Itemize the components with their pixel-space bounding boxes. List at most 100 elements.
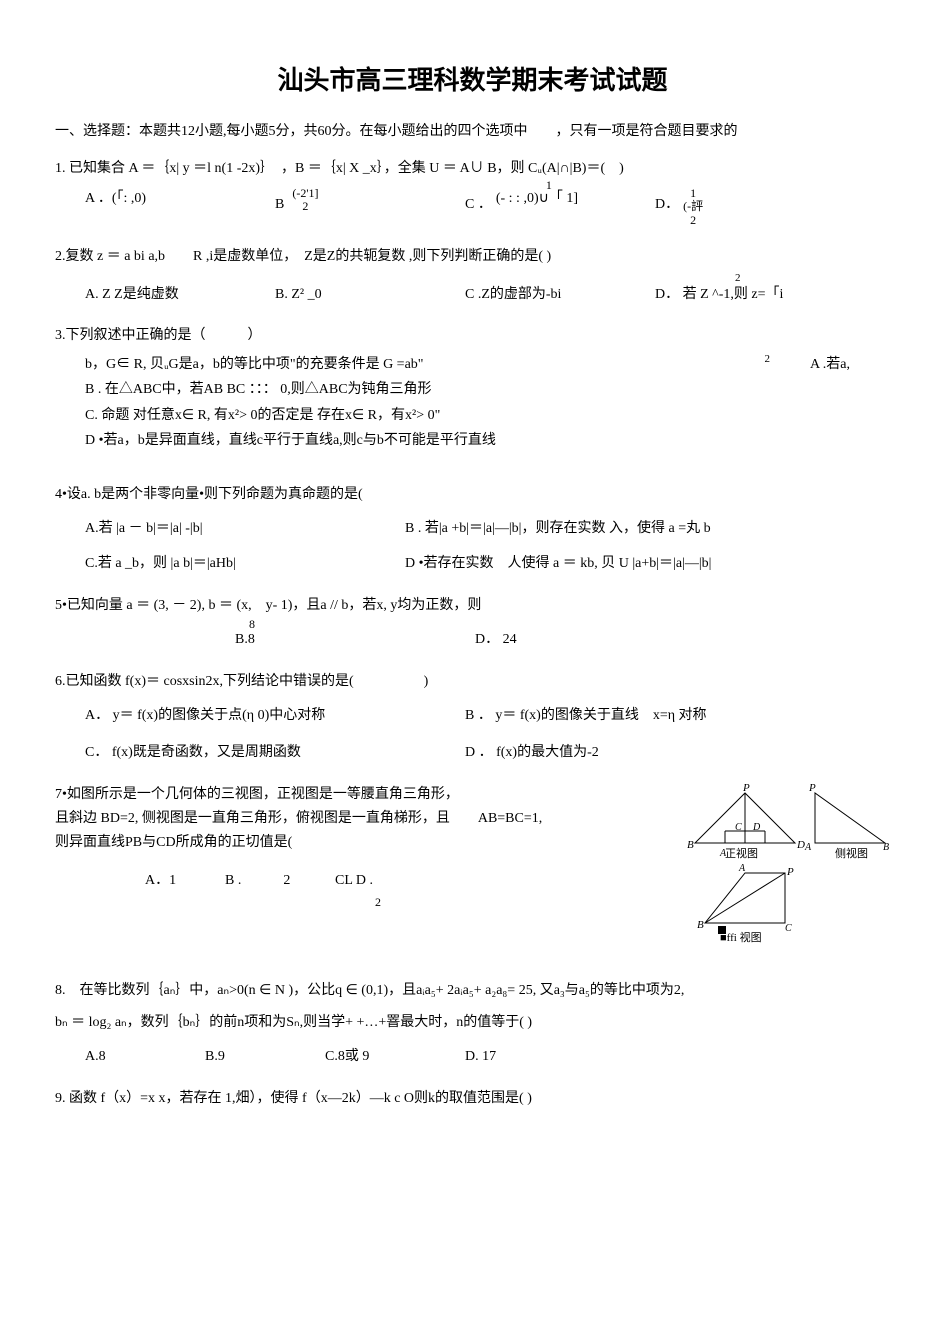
q8-opt-b: B.9 [205,1045,305,1069]
q9-stem: 9. 函数 f（x）=x x，若存在 1,畑），使得 f（x—2k）—k c O… [55,1087,890,1111]
q3-opt-d: D •若a，b是异面直线，直线c平行于直线a,则c与b不可能是平行直线 [85,428,890,453]
q3-opt-c: C. 命题 对任意x∈ R, 有x²> 0的否定是 存在x∈ R，有x²> 0" [85,403,890,428]
q5-opt-b: 8 B.8 [235,628,455,652]
svg-text:正视图: 正视图 [725,846,758,860]
svg-text:B: B [697,919,704,931]
side-view-icon: P A B 侧视图 [804,783,889,860]
q6-options-2: C． f(x)既是奇函数，又是周期函数 D ． f(x)的最大值为-2 [85,741,890,769]
q4-opt-b: B . 若|a +b|＝|a|—|b|，则存在实数 入，使得 a =丸 b [405,517,711,541]
q1-b-den: 2 [290,200,320,213]
q4-options-1: A.若 |a － b|＝|a| -|b| B . 若|a +b|＝|a|—|b|… [85,517,890,545]
q6-stem: 6.已知函数 f(x)＝ cosxsin2x,下列结论中错误的是( ) [55,670,890,694]
q4-opt-c: C.若 a _b，则 |a b|＝|aHb| [85,552,385,576]
q7-diagram: P B D C D A 正视图 P A B 侧视图 [685,783,890,949]
q5-stem: 5•已知向量 a ＝ (3, － 2), b ＝ (x, y- 1)，且a //… [55,594,890,618]
svg-text:侧视图: 侧视图 [835,846,868,860]
q5-opt-d: D． 24 [475,628,645,652]
q1-opt-c: C ． 1 (- : : ,0)∪「 1] [465,187,635,217]
q7-text: 7•如图所示是一个几何体的三视图，正视图是一等腰直角三角形， 且斜边 BD=2,… [55,783,675,917]
q3-a-right: A .若a, [810,352,850,377]
q6-opt-d: D ． f(x)的最大值为-2 [465,741,635,765]
svg-text:C: C [785,923,792,934]
svg-text:D: D [796,839,805,851]
q2-opt-a: A. Z Z是纯虚数 [85,283,255,307]
q8-options: A.8 B.9 C.8或 9 D. 17 [85,1045,890,1073]
q3-opt-a: b，G∈ R, 贝ᵤG是a，b的等比中项"的充要条件是 G =ab" 2 A .… [85,352,890,377]
page-title: 汕头市高三理科数学期末考试试题 [55,60,890,102]
question-5: 5•已知向量 a ＝ (3, － 2), b ＝ (x, y- 1)，且a //… [55,594,890,656]
q7-d-den: 2 [375,892,395,912]
question-8: 8. 在等比数列｛aₙ｝中，aₙ>0(n ∈ N )，公比q ∈ (0,1)，且… [55,979,890,1072]
top-view-icon: A P B C ■ffi 视图 [697,863,794,943]
svg-text:A: A [738,863,746,874]
q6-opt-b: B ． y＝ f(x)的图像关于直线 x=η 对称 [465,704,707,728]
svg-text:■ffi 视图: ■ffi 视图 [720,930,762,943]
q5-b-num: 8 [249,614,255,634]
q1-b-prefix: B [275,193,284,217]
q1-opt-a: A ．(「: ,0) [85,187,255,211]
q8-opt-c: C.8或 9 [325,1045,445,1069]
svg-text:P: P [742,783,750,794]
q1-d-frac: 1 (-評 2 [683,187,703,227]
q1-d-den: 2 [683,214,703,227]
q2-d-content: 若 Z ^-1,则 z=「i [683,287,784,302]
question-4: 4•设a. b是两个非零向量•则下列命题为真命题的是( A.若 |a － b|＝… [55,483,890,580]
svg-text:D: D [752,822,761,833]
q7-opt-a: A．1 [145,869,205,893]
q1-c-prefix: C ． [465,193,492,217]
q4-opt-a: A.若 |a － b|＝|a| -|b| [85,517,385,541]
q7-options: A．1 B . 2 CL D . 2 [145,869,675,917]
q6-opt-c: C． f(x)既是奇函数，又是周期函数 [85,741,445,765]
svg-text:B: B [883,842,889,853]
q1-c-content: (- : : ,0)∪「 1] [496,191,578,206]
question-1: 1. 已知集合 A ＝｛x| y ＝l n(1 -2x)｝ ，B ＝｛x| X … [55,157,890,230]
q1-d-prefix: D． [655,193,679,217]
section-intro: 一、选择题：本题共12小题,每小题5分，共60分。在每小题给出的四个选项中 ，只… [55,120,890,144]
q5-options: 8 B.8 D． 24 [235,628,890,656]
svg-text:C: C [735,822,742,833]
q2-d-prefix: D． [655,287,679,302]
q2-d-sup: 2 [735,269,741,288]
svg-text:A: A [804,842,812,853]
question-7: 7•如图所示是一个几何体的三视图，正视图是一等腰直角三角形， 且斜边 BD=2,… [55,783,890,949]
question-9: 9. 函数 f（x）=x x，若存在 1,畑），使得 f（x—2k）—k c O… [55,1087,890,1111]
q2-stem: 2.复数 z ＝ a bi a,b R ,i是虚数单位， Z是Z的共轭复数 ,则… [55,245,890,269]
q8-opt-a: A.8 [85,1045,185,1069]
q2-options: A. Z Z是纯虚数 B. Z² _0 C .Z的虚部为-bi D． 2 若 Z… [85,283,890,311]
q1-opt-d: D． 1 (-評 2 [655,187,825,227]
q8-stem2: bₙ ＝ log₂ aₙ，数列｛bₙ｝的前n项和为Sₙ,则当学+ +…+罯最大时… [55,1011,890,1035]
q4-options-2: C.若 a _b，则 |a b|＝|aHb| D •若存在实数 人使得 a ＝ … [85,552,890,580]
svg-text:P: P [786,866,794,878]
q3-opts: b，G∈ R, 贝ᵤG是a，b的等比中项"的充要条件是 G =ab" 2 A .… [85,352,890,453]
q1-options: A ．(「: ,0) B (-2'1] 2 C ． 1 (- : : ,0)∪「… [85,187,890,231]
q7-stem1: 7•如图所示是一个几何体的三视图，正视图是一等腰直角三角形， [55,783,675,807]
q6-opt-a: A． y＝ f(x)的图像关于点(η 0)中心对称 [85,704,445,728]
q1-stem: 1. 已知集合 A ＝｛x| y ＝l n(1 -2x)｝ ，B ＝｛x| X … [55,157,890,181]
q8-opt-d: D. 17 [465,1045,565,1069]
q1-d-content: (-評 [683,199,703,213]
question-6: 6.已知函数 f(x)＝ cosxsin2x,下列结论中错误的是( ) A． y… [55,670,890,769]
q2-opt-d: D． 2 若 Z ^-1,则 z=「i [655,283,825,307]
q4-stem: 4•设a. b是两个非零向量•则下列命题为真命题的是( [55,483,890,507]
q2-opt-c: C .Z的虚部为-bi [465,283,635,307]
svg-text:B: B [687,839,694,851]
question-2: 2.复数 z ＝ a bi a,b R ,i是虚数单位， Z是Z的共轭复数 ,则… [55,245,890,311]
q7-opt-b: B . 2 [225,869,315,893]
q7-stem3: 则异面直线PB与CD所成角的正切值是( [55,831,675,855]
q1-opt-b: B (-2'1] 2 [275,187,445,217]
question-3: 3.下列叙述中正确的是（ ） b，G∈ R, 贝ᵤG是a，b的等比中项"的充要条… [55,324,890,453]
q6-options-1: A． y＝ f(x)的图像关于点(η 0)中心对称 B ． y＝ f(x)的图像… [85,704,890,732]
q3-stem: 3.下列叙述中正确的是（ ） [55,324,890,348]
q1-b-frac: (-2'1] 2 [290,187,320,213]
q2-opt-b: B. Z² _0 [275,283,445,307]
q3-a-sup: 2 [765,350,771,370]
svg-text:P: P [808,783,816,794]
q4-opt-d: D •若存在实数 人使得 a ＝ kb, 贝 U |a+b|＝|a|—|b| [405,552,711,576]
front-view-icon: P B D C D A 正视图 [687,783,805,860]
q7-opt-cd: CL D . 2 [335,869,395,913]
q7-stem2: 且斜边 BD=2, 侧视图是一直角三角形，俯视图是一直角梯形，且 AB=BC=1… [55,807,675,831]
three-view-svg: P B D C D A 正视图 P A B 侧视图 [685,783,890,943]
q3-opt-b: B . 在△ABC中，若AB BC ：：： 0,则△ABC为钝角三角形 [85,377,890,402]
q8-stem: 8. 在等比数列｛aₙ｝中，aₙ>0(n ∈ N )，公比q ∈ (0,1)，且… [55,979,890,1003]
q1-c-sup: 1 [546,175,552,195]
